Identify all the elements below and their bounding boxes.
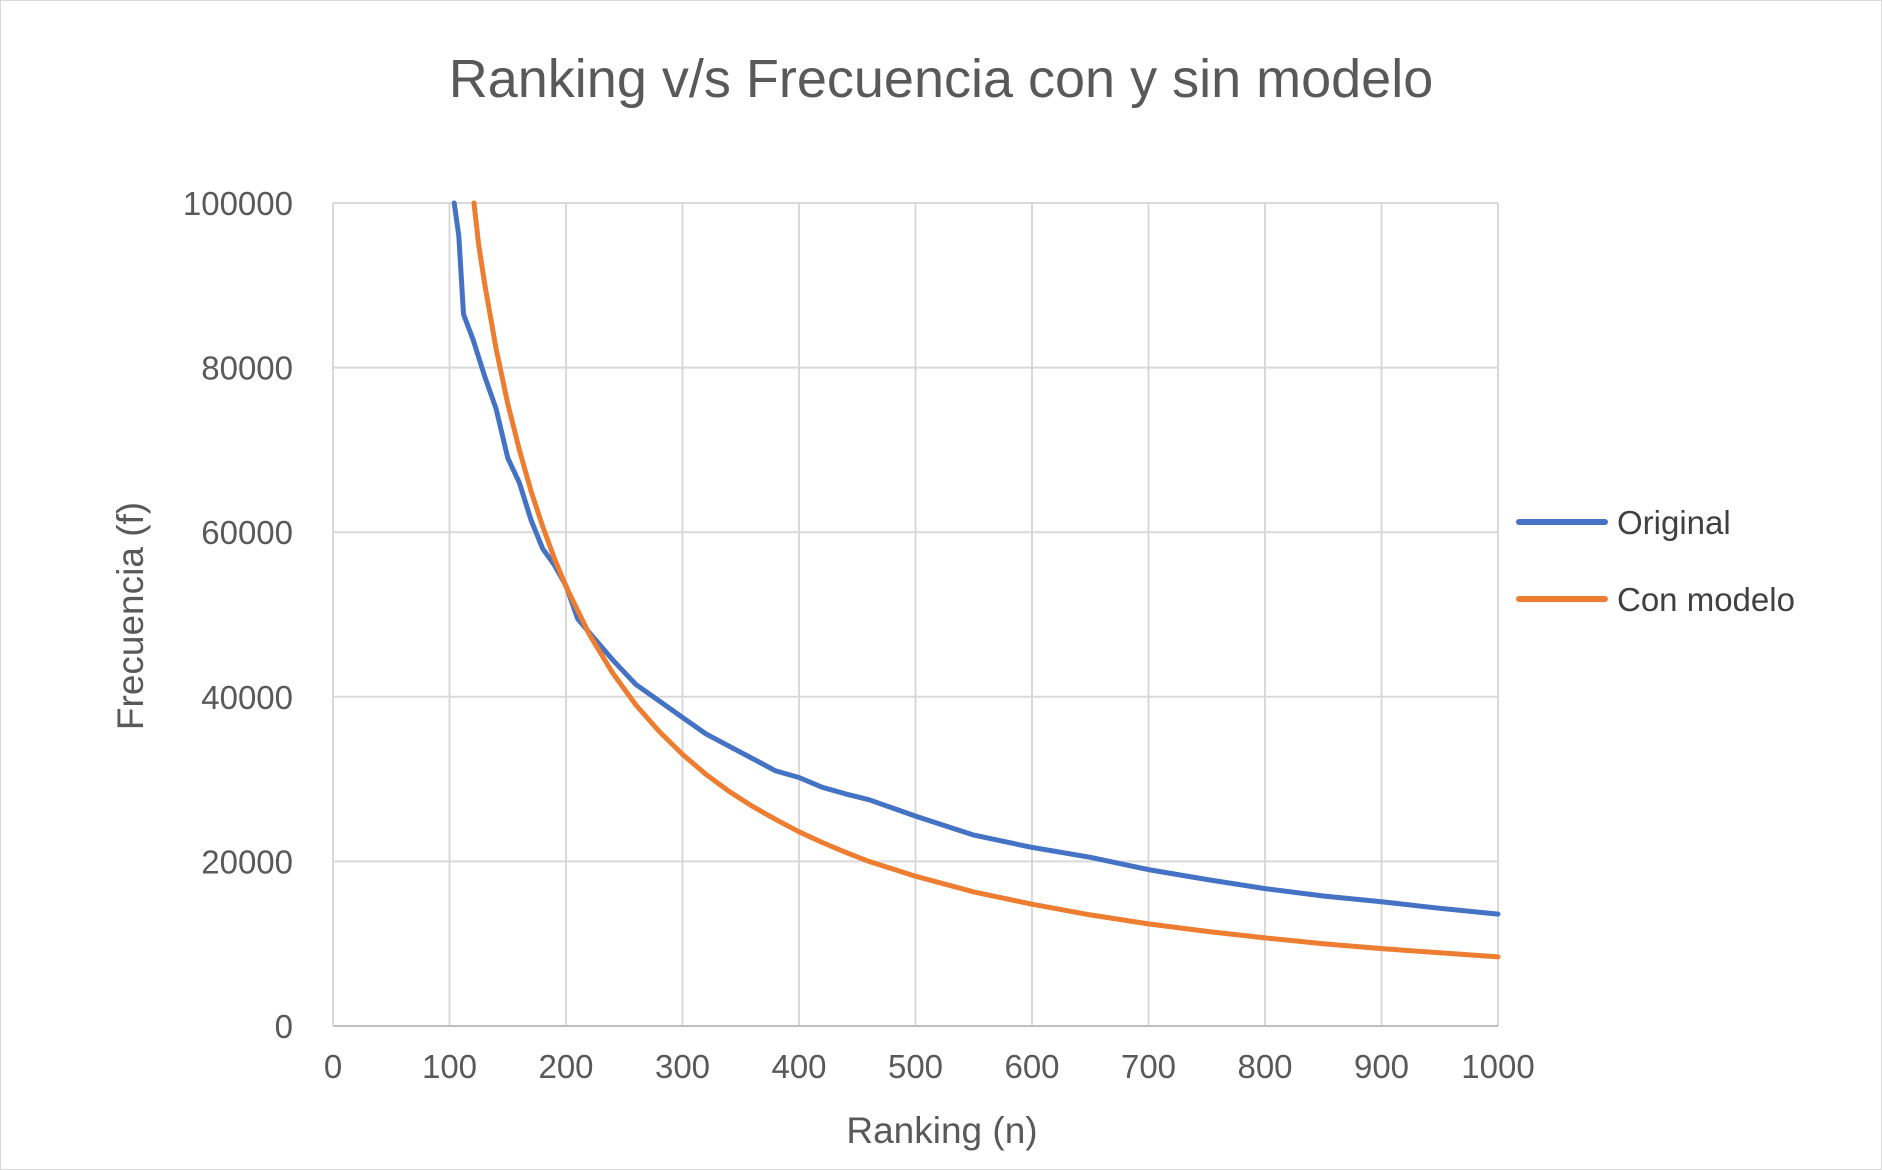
y-tick-label: 60000	[201, 514, 293, 551]
y-tick-label: 80000	[201, 350, 293, 387]
x-tick-label: 500	[888, 1048, 943, 1085]
data-series	[451, 200, 1501, 960]
x-tick-label: 100	[422, 1048, 477, 1085]
x-tick-label: 300	[655, 1048, 710, 1085]
x-tick-label: 700	[1121, 1048, 1176, 1085]
x-axis-title: Ranking (n)	[846, 1110, 1037, 1151]
x-tick-label: 200	[538, 1048, 593, 1085]
axes	[332, 203, 1498, 1027]
y-tick-label: 20000	[201, 843, 293, 880]
x-tick-label: 400	[771, 1048, 826, 1085]
gridlines	[333, 202, 1499, 1026]
x-tick-label: 600	[1004, 1048, 1059, 1085]
y-tick-label: 100000	[183, 185, 293, 222]
tick-labels: 0 100 200 300 400 500 600 700 800 900 1000 0 20000 40…	[183, 185, 1535, 1085]
legend: Original Con modelo	[1516, 504, 1795, 618]
series-line-original	[451, 200, 1501, 917]
y-tick-label: 40000	[201, 679, 293, 716]
series-line-con-modelo	[471, 200, 1501, 960]
x-tick-label: 900	[1354, 1048, 1409, 1085]
y-axis-title: Frecuencia (f)	[110, 502, 151, 730]
x-tick-label: 1000	[1461, 1048, 1534, 1085]
legend-label-original: Original	[1617, 504, 1731, 541]
x-tick-label: 800	[1237, 1048, 1292, 1085]
y-tick-label: 0	[275, 1008, 293, 1045]
x-tick-label: 0	[324, 1048, 342, 1085]
chart-title: Ranking v/s Frecuencia con y sin modelo	[449, 49, 1433, 109]
legend-label-con-modelo: Con modelo	[1617, 581, 1795, 618]
